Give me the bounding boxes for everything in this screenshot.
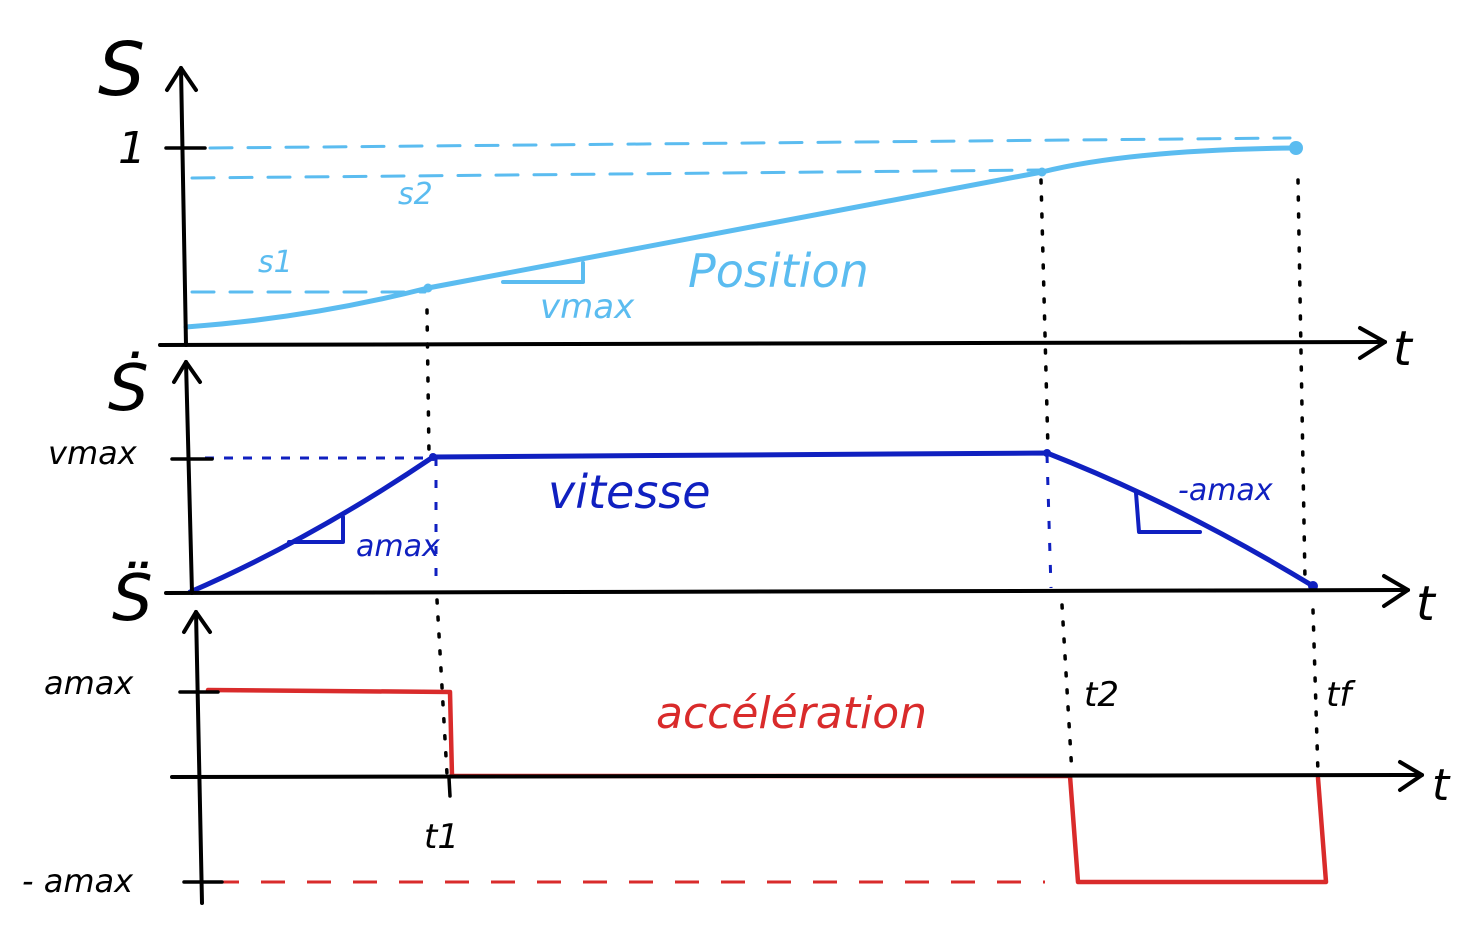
velocity-down-slope-label: -amax (1178, 473, 1273, 508)
position-slope-label: vmax (540, 287, 635, 327)
velocity-time-label: t (1416, 576, 1437, 632)
acceleration-x-arrowhead (1398, 760, 1424, 792)
acceleration-axis-label: S̈ (112, 560, 153, 636)
position-point-tf (1289, 141, 1303, 155)
velocity-point-t2 (1043, 449, 1051, 457)
acceleration-y-arrowhead (182, 610, 212, 634)
position-x-axis (158, 340, 1387, 347)
t2-label: t2 (1084, 675, 1119, 715)
level-s2-label: s2 (398, 177, 433, 212)
velocity-curve (187, 450, 1316, 595)
tick-t1 (447, 776, 452, 798)
position-panel: S 1 s1 s2 Position vmax t (98, 27, 1414, 377)
velocity-panel: Ṡ vmax vitesse amax -amax t (48, 351, 1437, 632)
position-curve-label: Position (688, 244, 869, 298)
velocity-y-arrowhead (172, 360, 202, 384)
velocity-up-slope-triangle (287, 515, 345, 544)
acceleration-panel: S̈ amax - amax accélération t1 t2 tf t (22, 560, 1451, 905)
velocity-axis-label: Ṡ (108, 351, 149, 426)
t1-time-guide (425, 308, 449, 776)
position-time-label: t (1393, 321, 1414, 377)
tick-vmax-label: vmax (48, 434, 138, 472)
t2-time-guide (1039, 178, 1074, 776)
position-axis-label: S (98, 27, 145, 113)
tick-neg-amax-label: - amax (22, 862, 134, 900)
position-x-arrowhead (1358, 326, 1387, 360)
level-s1-label: s1 (258, 245, 293, 280)
position-y-arrowhead (165, 66, 198, 92)
velocity-curve-label: vitesse (548, 465, 711, 519)
acceleration-x-axis (170, 773, 1424, 779)
time-guides (425, 178, 1320, 776)
t1-label: t1 (424, 817, 459, 857)
velocity-t2-guide (1045, 454, 1053, 589)
position-curve (183, 145, 1298, 330)
tf-time-guide (1296, 178, 1320, 776)
acceleration-time-label: t (1432, 760, 1451, 811)
level-s2-guide (190, 168, 1042, 180)
acceleration-curve-label: accélération (656, 688, 927, 739)
position-slope-triangle (501, 261, 585, 284)
velocity-y-axis (184, 360, 194, 595)
level-one-guide (208, 136, 1292, 150)
position-y-axis (179, 66, 188, 347)
tick-one-label: 1 (118, 123, 146, 174)
velocity-point-t1 (429, 453, 437, 461)
velocity-x-axis (164, 588, 1410, 595)
position-point-t2 (1037, 167, 1047, 177)
tf-label: tf (1326, 675, 1356, 715)
velocity-down-slope-triangle (1134, 491, 1202, 534)
position-point-t1 (423, 283, 433, 293)
velocity-x-arrowhead (1382, 574, 1410, 608)
velocity-up-slope-label: amax (356, 529, 440, 564)
tick-amax-label: amax (44, 664, 134, 702)
acceleration-y-axis (194, 610, 204, 905)
